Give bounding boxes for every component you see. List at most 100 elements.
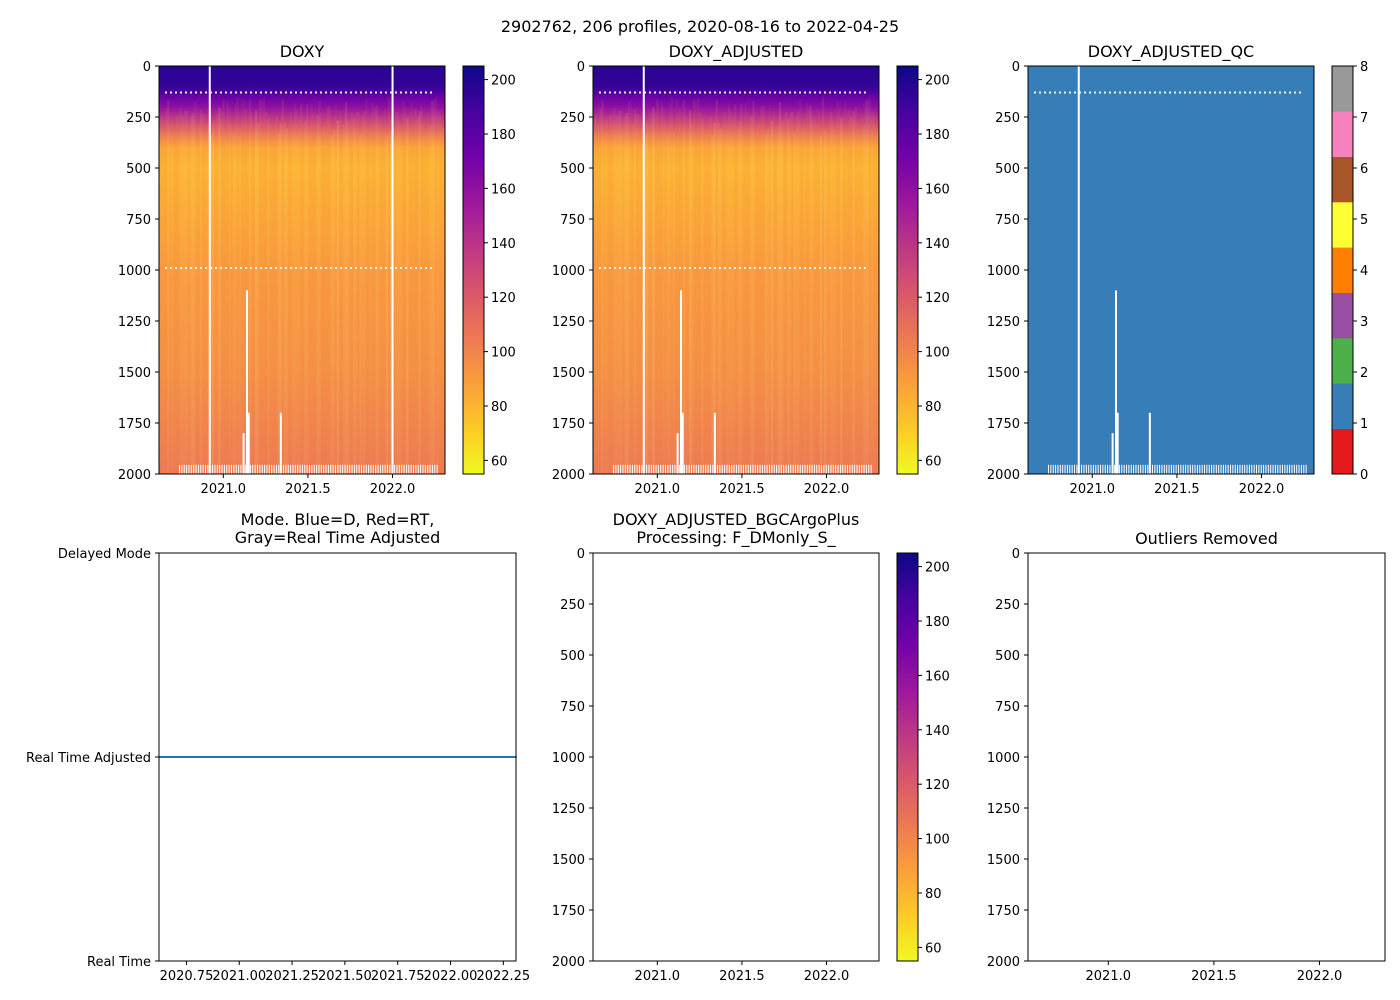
mode-point	[502, 756, 505, 758]
mode-point	[386, 756, 389, 758]
doxy-profile-stripe	[348, 119, 352, 475]
doxy-bottom-gap	[181, 464, 183, 474]
doxy-adjusted-qc-bottom-gap	[1135, 464, 1137, 474]
panel-outliers-removed: Outliers Removed 2021.0 2021.5 2022.0 0 250 50…	[987, 529, 1386, 984]
mode-point	[276, 756, 279, 758]
mode-point	[487, 756, 490, 758]
doxy-bgcargoplus-xtick-label: 2021.5	[719, 969, 765, 984]
doxy-adjusted-bottom-gap	[761, 464, 763, 474]
doxy-profile-stripe	[359, 134, 362, 474]
mode-point	[488, 756, 491, 758]
doxy-adjusted-qc-bottom-gap	[1147, 464, 1149, 474]
doxy-bottom-gap	[429, 464, 431, 474]
doxy-profile-stripe	[442, 127, 446, 474]
doxy-adjusted-profile-stripe	[774, 134, 778, 474]
doxy-gap-column	[279, 412, 282, 474]
doxy-adjusted-qc-bottom-gap	[1192, 464, 1194, 474]
doxy-bottom-gap	[294, 464, 296, 474]
doxy-adjusted-profile-stripe	[858, 131, 861, 475]
mode-point	[481, 756, 484, 758]
mode-point	[328, 756, 331, 758]
doxy-adjusted-profile-stripe	[797, 110, 800, 475]
doxy-adjusted-profile-stripe	[827, 121, 831, 475]
mode-point	[431, 756, 434, 758]
doxy-adjusted-qc-colorbar-tick-label: 1	[1360, 417, 1368, 432]
mode-title: Mode. Blue=D, Red=RT,	[241, 510, 435, 529]
doxy-profile-stripe	[412, 109, 415, 475]
doxy-adjusted-qc-bottom-gap	[1196, 464, 1198, 474]
mode-point	[159, 756, 162, 758]
mode-point	[441, 756, 444, 758]
mode-point	[262, 756, 265, 758]
doxy-adjusted-qc-bottom-gap	[1104, 464, 1106, 474]
doxy-adjusted-qc-bottom-gap	[1208, 464, 1210, 474]
doxy-adjusted-qc-bottom-gap	[1267, 464, 1269, 474]
doxy-profile-stripe	[242, 99, 246, 474]
mode-point	[445, 756, 448, 758]
doxy-profile-stripe	[173, 134, 176, 475]
mode-point	[473, 756, 476, 758]
doxy-adjusted-bottom-gap	[648, 464, 650, 474]
doxy-adjusted-bottom-gap	[728, 464, 730, 474]
doxy-adjusted-bottom-gap	[861, 464, 863, 474]
doxy-profile-stripe	[400, 125, 403, 474]
doxy-adjusted-profile-stripe	[709, 116, 712, 475]
mode-point	[312, 756, 315, 758]
doxy-bgcargoplus-colorbar-tick-label: 120	[925, 778, 950, 793]
doxy-adjusted-profile-stripe	[744, 103, 747, 474]
mode-point	[163, 756, 166, 758]
doxy-ytick-label: 500	[126, 162, 151, 177]
doxy-bottom-gap	[394, 464, 396, 474]
doxy-bottom-gap	[387, 464, 388, 474]
outliers-removed-ytick-label: 1750	[987, 904, 1020, 919]
mode-point	[210, 756, 213, 758]
doxy-adjusted-bottom-gap	[769, 464, 770, 474]
mode-point	[474, 756, 477, 758]
doxy-adjusted-profile-stripe	[676, 99, 680, 474]
mode-point	[283, 756, 286, 758]
doxy-profile-stripe	[363, 110, 366, 475]
doxy-adjusted-profile-stripe	[740, 103, 743, 474]
mode-point	[450, 756, 453, 758]
doxy-adjusted-bottom-gap	[790, 464, 792, 474]
doxy-adjusted-qc-colorbar-tick-label: 7	[1360, 111, 1368, 126]
doxy-profile-stripe	[297, 117, 301, 474]
mode-point	[405, 756, 408, 758]
doxy-adjusted-bottom-gap	[792, 464, 794, 474]
outliers-removed-title: Outliers Removed	[1135, 529, 1278, 548]
doxy-adjusted-bottom-gap	[686, 464, 688, 474]
doxy-adjusted-bottom-gap	[778, 464, 780, 474]
doxy-profile-stripe	[302, 126, 305, 474]
doxy-adjusted-qc-bottom-gap	[1265, 464, 1267, 474]
mode-point	[309, 756, 312, 758]
mode-point	[400, 756, 403, 758]
doxy-bottom-gap	[268, 464, 270, 474]
doxy-adjusted-profile-stripe	[662, 107, 665, 474]
mode-point	[290, 756, 293, 758]
doxy-adjusted-profile-stripe	[840, 118, 843, 475]
mode-point	[306, 756, 309, 758]
doxy-adjusted-qc-bottom-gap	[1109, 464, 1111, 474]
doxy-profile-stripe	[261, 99, 264, 474]
doxy-adjusted-qc-bottom-gap	[1050, 464, 1052, 474]
doxy-adjusted-qc-bottom-gap	[1241, 464, 1243, 474]
doxy-profile-stripe	[424, 131, 427, 475]
doxy-adjusted-qc-bottom-gap	[1296, 464, 1298, 474]
doxy-bottom-gap	[233, 464, 235, 474]
doxy-bottom-gap	[283, 464, 284, 474]
doxy-adjusted-profile-stripe	[787, 118, 790, 475]
doxy-adjusted-profile-stripe	[597, 132, 600, 474]
doxy-adjusted-qc-ytick-label: 750	[995, 213, 1020, 228]
doxy-adjusted-profile-stripe	[778, 101, 782, 474]
doxy-bottom-gap	[410, 464, 412, 474]
mode-point	[300, 756, 303, 758]
doxy-bottom-gap	[408, 464, 410, 474]
doxy-profile-stripe	[383, 109, 387, 475]
doxy-profile-stripe	[426, 113, 429, 475]
doxy-bottom-gap	[200, 464, 202, 474]
doxy-profile-stripe	[295, 109, 299, 474]
doxy-bottom-gap	[401, 464, 403, 474]
doxy-colorbar-frame	[462, 65, 485, 475]
mode-point	[398, 756, 401, 758]
doxy-adjusted-profile-stripe	[832, 120, 835, 475]
